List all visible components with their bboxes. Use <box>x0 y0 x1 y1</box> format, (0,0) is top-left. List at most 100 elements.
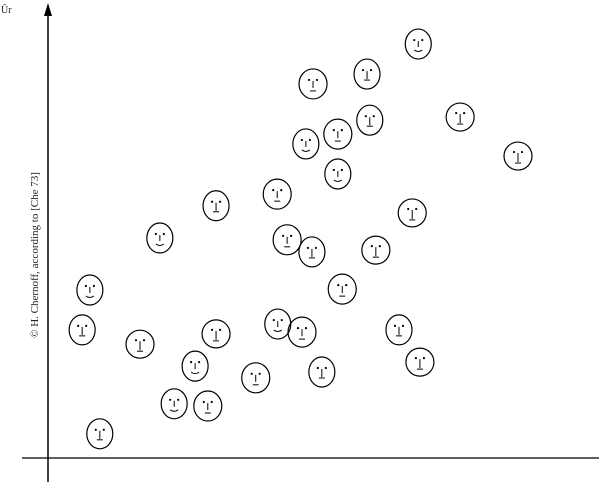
face <box>308 356 336 388</box>
eye <box>142 339 146 342</box>
eye <box>414 357 418 360</box>
eye <box>92 284 95 288</box>
eye <box>280 189 283 192</box>
face <box>86 418 114 450</box>
face-outline <box>241 362 271 394</box>
face-outline <box>201 319 231 349</box>
face-outline <box>356 104 384 136</box>
face <box>292 128 320 160</box>
eye <box>177 398 180 401</box>
eye <box>401 324 405 327</box>
face <box>397 198 427 228</box>
eye <box>250 372 253 375</box>
eye <box>324 366 327 370</box>
mouth <box>169 409 179 412</box>
eye <box>210 200 214 203</box>
face <box>404 28 432 60</box>
face <box>385 314 413 346</box>
face <box>361 235 391 265</box>
eye <box>308 138 311 142</box>
face-outline <box>298 236 326 268</box>
face <box>68 314 96 346</box>
eye <box>258 372 261 375</box>
eye <box>202 400 205 404</box>
eye <box>85 324 88 327</box>
mouth <box>333 179 343 182</box>
face-outline <box>353 58 381 90</box>
eye <box>413 38 416 42</box>
eye <box>340 168 343 172</box>
face-outline <box>202 190 230 222</box>
mouth <box>413 49 423 53</box>
face <box>323 118 353 150</box>
face-outline <box>76 274 104 306</box>
face-outline <box>160 388 188 420</box>
eye <box>421 38 424 42</box>
face <box>193 390 223 422</box>
mouth <box>190 371 200 375</box>
eye <box>300 138 303 142</box>
eye <box>332 128 335 132</box>
face <box>287 316 317 348</box>
face <box>445 102 475 132</box>
face <box>503 141 533 171</box>
eye <box>154 232 157 236</box>
face <box>76 274 104 306</box>
eye <box>332 168 335 172</box>
face-outline <box>287 316 317 348</box>
eye <box>422 357 426 360</box>
eye <box>77 324 80 327</box>
eye <box>370 245 373 248</box>
face <box>201 319 231 349</box>
eye <box>307 78 311 82</box>
face <box>202 190 230 222</box>
eye <box>198 361 201 364</box>
face <box>324 158 352 190</box>
eye <box>369 68 373 72</box>
face <box>272 224 302 256</box>
eye <box>84 284 87 288</box>
eye <box>372 115 375 118</box>
face <box>327 273 357 305</box>
face-outline <box>327 273 357 305</box>
eye <box>316 366 319 370</box>
eye <box>94 428 97 431</box>
face <box>146 222 174 254</box>
face-outline <box>68 314 96 346</box>
eye <box>364 115 367 118</box>
eye <box>134 339 138 342</box>
eye <box>378 245 381 248</box>
face <box>241 362 271 394</box>
eye <box>314 246 318 250</box>
face-outline <box>385 314 413 346</box>
eye <box>361 68 365 72</box>
face <box>264 308 292 340</box>
eye <box>304 327 308 330</box>
eye <box>218 328 222 332</box>
face-outline <box>193 390 223 422</box>
eye <box>210 328 214 332</box>
eye <box>272 318 275 322</box>
face <box>353 58 381 90</box>
eye <box>407 207 410 211</box>
face-outline <box>323 118 353 150</box>
face <box>125 329 155 359</box>
face <box>405 347 435 377</box>
face-outline <box>404 28 432 60</box>
face <box>298 68 328 100</box>
eye <box>190 361 193 364</box>
face-outline <box>361 235 391 265</box>
mouth <box>273 329 283 333</box>
face-outline <box>503 141 533 171</box>
face <box>298 236 326 268</box>
eye <box>218 200 222 203</box>
mouth <box>85 295 95 298</box>
eye <box>102 428 105 431</box>
face-outline <box>445 102 475 132</box>
credit: © H. Chernoff, according to [Che 73] <box>29 172 41 338</box>
mouth <box>301 149 311 152</box>
eye <box>345 284 348 287</box>
face-outline <box>146 222 174 254</box>
face-outline <box>125 329 155 359</box>
